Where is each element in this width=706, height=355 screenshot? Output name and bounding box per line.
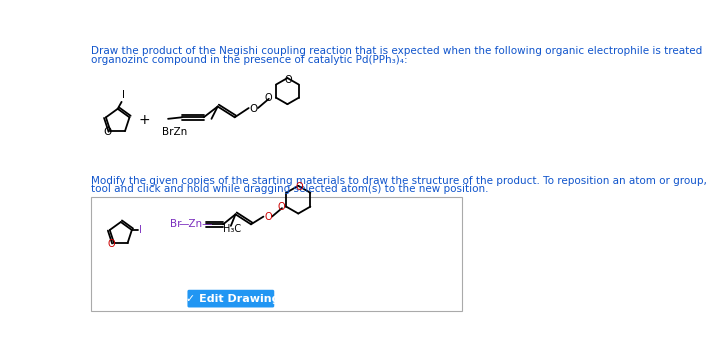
FancyBboxPatch shape <box>188 290 274 307</box>
Text: Br: Br <box>169 219 181 229</box>
Text: O: O <box>285 75 292 84</box>
Text: ✓ Edit Drawing: ✓ Edit Drawing <box>182 294 280 304</box>
Text: O: O <box>295 182 303 192</box>
Text: O: O <box>103 127 112 137</box>
Text: Modify the given copies of the starting materials to draw the structure of the p: Modify the given copies of the starting … <box>91 176 706 186</box>
Text: O: O <box>264 212 272 222</box>
Text: BrZn: BrZn <box>162 126 187 137</box>
Text: O: O <box>264 93 272 103</box>
Text: I: I <box>139 225 142 235</box>
Text: organozinc compound in the presence of catalytic Pd(PPh₃)₄:: organozinc compound in the presence of c… <box>91 55 408 65</box>
Text: Draw the product of the Negishi coupling reaction that is expected when the foll: Draw the product of the Negishi coupling… <box>91 47 706 56</box>
Text: tool and click and hold while dragging selected atom(s) to the new position.: tool and click and hold while dragging s… <box>91 184 489 194</box>
FancyBboxPatch shape <box>91 197 462 311</box>
Text: I: I <box>122 91 126 100</box>
Text: +: + <box>138 113 150 127</box>
Text: H₃C: H₃C <box>223 224 241 234</box>
Text: O: O <box>249 104 258 114</box>
Text: O: O <box>107 239 114 248</box>
Text: O: O <box>277 202 285 212</box>
Text: —Zn—: —Zn— <box>179 219 213 229</box>
